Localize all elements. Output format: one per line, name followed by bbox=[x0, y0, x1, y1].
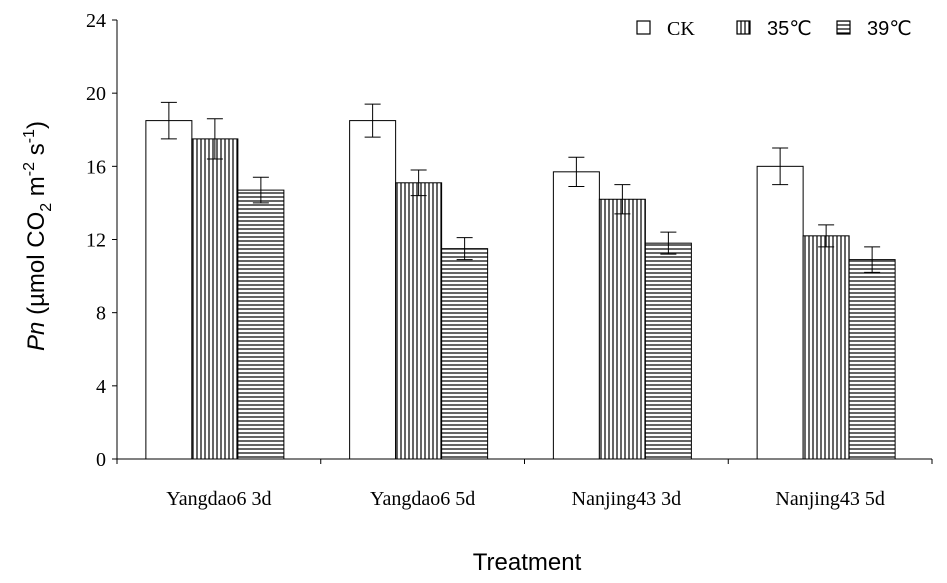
y-tick-label: 24 bbox=[86, 10, 106, 32]
bar bbox=[644, 242, 692, 460]
legend-label: CK bbox=[667, 18, 695, 40]
y-axis-ticks: 0 4 8 12 16 20 24 bbox=[86, 10, 117, 471]
y-axis-label-sub: 2 bbox=[38, 203, 55, 212]
x-tick-label: Yangdao6 3d bbox=[166, 488, 271, 510]
y-axis-label: Pn (µmol CO2 m-2 s-1) bbox=[21, 121, 55, 351]
y-axis-label-end: ) bbox=[23, 121, 50, 129]
x-tick-label: Nanjing43 5d bbox=[775, 488, 884, 510]
x-axis-label: Treatment bbox=[473, 549, 582, 576]
bar bbox=[441, 248, 489, 460]
bar bbox=[756, 165, 804, 460]
y-axis-label-sup2: -1 bbox=[21, 129, 38, 143]
y-tick-label: 16 bbox=[86, 156, 106, 178]
y-tick-label: 4 bbox=[96, 376, 106, 398]
legend-swatch bbox=[736, 20, 751, 35]
y-tick-label: 8 bbox=[96, 303, 106, 325]
bars bbox=[145, 120, 896, 460]
y-axis-label-part: (µmol CO bbox=[23, 212, 50, 322]
x-axis-ticks: Yangdao6 3d Yangdao6 5d Nanjing43 3d Nanjin… bbox=[116, 459, 933, 510]
x-tick-label: Nanjing43 3d bbox=[572, 488, 681, 510]
y-axis-label-part2: m bbox=[23, 176, 50, 203]
y-axis-label-italic: Pn bbox=[23, 322, 50, 351]
legend-swatch bbox=[836, 20, 851, 35]
bar bbox=[848, 259, 896, 460]
bar bbox=[395, 182, 443, 460]
bar bbox=[145, 120, 193, 460]
error-bars bbox=[160, 101, 881, 273]
y-axis-label-part3: s bbox=[23, 143, 50, 162]
y-axis-label-sup1: -2 bbox=[21, 162, 38, 176]
bar bbox=[552, 171, 600, 460]
bar bbox=[802, 235, 850, 460]
x-tick-label: Yangdao6 5d bbox=[370, 488, 475, 510]
legend-label: 35℃ bbox=[767, 18, 812, 40]
y-tick-label: 20 bbox=[86, 83, 106, 105]
bar bbox=[349, 120, 397, 460]
bar bbox=[598, 198, 646, 460]
y-tick-label: 12 bbox=[86, 230, 106, 252]
bar bbox=[191, 138, 239, 460]
legend-label: 39℃ bbox=[867, 18, 912, 40]
bar bbox=[237, 189, 285, 460]
legend-swatch bbox=[636, 20, 651, 35]
legend: CK 35℃ 39℃ bbox=[636, 18, 912, 40]
y-tick-label: 0 bbox=[96, 449, 106, 471]
